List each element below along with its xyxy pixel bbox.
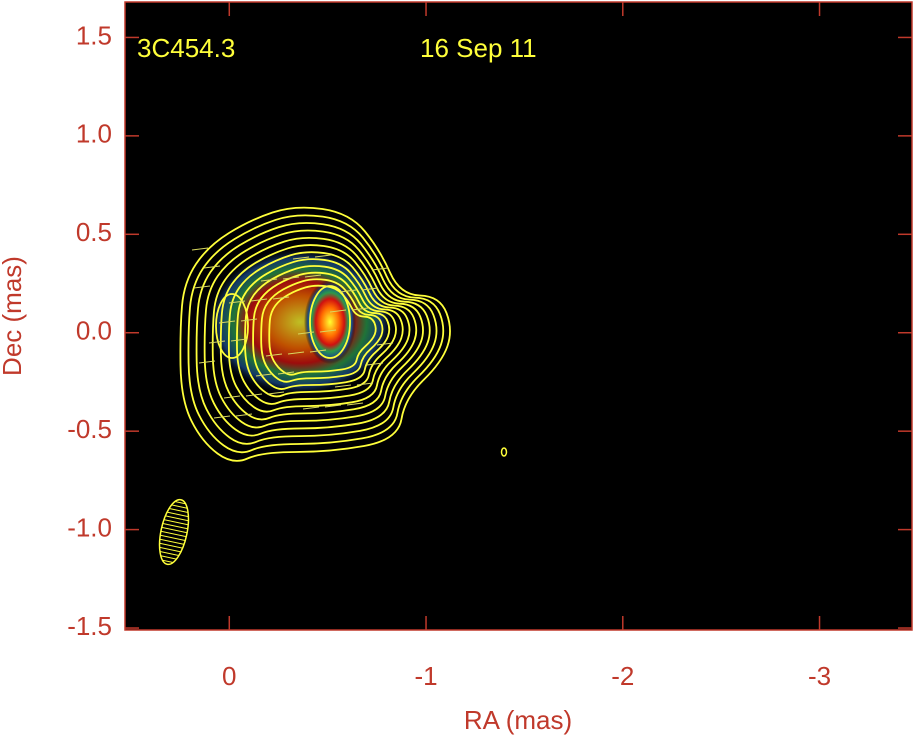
x-tick-label: -1 xyxy=(414,661,437,691)
source-label: 3C454.3 xyxy=(137,33,235,63)
polarization-tick xyxy=(339,289,357,293)
polarization-tick xyxy=(223,395,241,399)
polarization-tick xyxy=(203,265,221,269)
polarization-tick xyxy=(292,256,310,260)
polarization-tick xyxy=(329,309,347,313)
polarization-tick xyxy=(302,406,320,410)
polarization-tick xyxy=(334,384,352,388)
polarization-tick xyxy=(245,393,263,397)
contour xyxy=(195,222,438,445)
polarization-tick xyxy=(297,331,315,335)
polarization-tick xyxy=(213,415,231,419)
y-tick-label: 0.0 xyxy=(76,316,112,346)
y-tick-label: 1.5 xyxy=(76,20,112,50)
map xyxy=(158,206,508,566)
polarization-tick xyxy=(324,404,342,408)
polarization-tick xyxy=(230,338,248,342)
polarization-tick xyxy=(228,300,246,304)
polarization-tick xyxy=(250,298,268,302)
y-tick-label: 1.0 xyxy=(76,119,112,149)
x-tick-label: -3 xyxy=(808,661,831,691)
y-tick-label: -1.0 xyxy=(67,512,112,542)
contour xyxy=(260,278,384,383)
polarization-tick xyxy=(371,267,389,271)
polarization-tick xyxy=(218,320,236,324)
polarization-tick xyxy=(260,278,278,282)
polarization-tick xyxy=(361,287,379,291)
contour xyxy=(203,229,431,437)
polarization-tick xyxy=(282,276,300,280)
x-tick-label: -2 xyxy=(611,661,634,691)
polarization-tick xyxy=(304,274,322,278)
polarization-tick xyxy=(356,382,374,386)
contour xyxy=(309,285,351,359)
polarization-tick xyxy=(319,329,337,333)
y-tick-label: -1.5 xyxy=(67,611,112,641)
y-axis-label: Dec (mas) xyxy=(0,256,27,376)
contour xyxy=(236,258,404,405)
contour xyxy=(179,206,451,462)
polarization-tick xyxy=(267,391,285,395)
y-tick-label: -0.5 xyxy=(67,414,112,444)
beam xyxy=(158,498,190,566)
polarization-tick xyxy=(287,351,305,355)
contour xyxy=(219,244,418,421)
intensity-core xyxy=(304,280,356,364)
contour xyxy=(187,214,445,454)
polarization-tick xyxy=(255,373,273,377)
polarization-tick xyxy=(193,285,211,289)
date-label: 16 Sep 11 xyxy=(420,33,537,63)
polarization-tick xyxy=(314,254,332,258)
polarization-tick xyxy=(240,318,258,322)
polarization-tick xyxy=(376,342,394,346)
contour xyxy=(268,284,377,376)
polarization-tick xyxy=(191,247,209,251)
polarization-tick xyxy=(235,413,253,417)
polarization-tick xyxy=(272,296,290,300)
polarization-tick xyxy=(351,307,369,311)
polarization-tick xyxy=(366,362,384,366)
polarization-tick xyxy=(265,353,283,357)
contour-spot xyxy=(500,447,508,457)
polarization-tick xyxy=(198,360,216,364)
x-axis-label: RA (mas) xyxy=(464,705,572,735)
contour xyxy=(227,251,411,413)
axes-frame xyxy=(124,1,913,631)
contour xyxy=(244,265,397,398)
y-tick-label: 0.5 xyxy=(76,217,112,247)
polarization-tick xyxy=(277,371,295,375)
polarization-tick xyxy=(346,402,364,406)
x-tick-label: 0 xyxy=(222,661,236,691)
polarization-tick xyxy=(309,349,327,353)
contour xyxy=(252,271,391,390)
contour xyxy=(211,236,424,429)
contour xyxy=(215,293,249,359)
polarization-tick xyxy=(208,340,226,344)
